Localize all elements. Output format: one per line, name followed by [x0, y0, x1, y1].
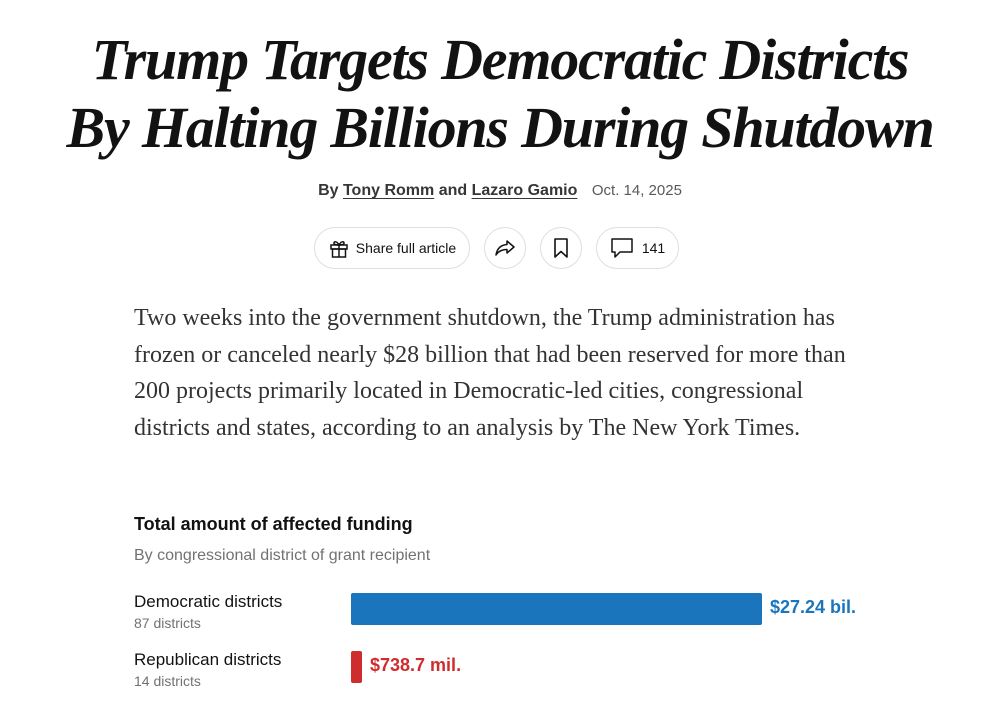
byline-and: and [438, 182, 468, 199]
category-label-democratic: Democratic districts [134, 592, 283, 611]
bar-republican [351, 651, 362, 683]
article-summary: Two weeks into the government shutdown, … [134, 305, 846, 441]
bookmark-icon [554, 238, 568, 258]
headline-line-2: By Halting Billions During Shutdown [66, 95, 934, 160]
bar-democratic [351, 593, 762, 625]
comments-button[interactable]: 141 [596, 227, 679, 269]
chart-title: Total amount of affected funding [134, 514, 413, 534]
byline-by: By [318, 182, 339, 199]
value-label-republican: $738.7 mil. [370, 655, 462, 675]
byline: By Tony Romm and Lazaro Gamio Oct. 14, 2… [0, 180, 1000, 202]
article-actions: Share full article 141 [0, 227, 1000, 269]
headline: Trump Targets Democratic Districts By Ha… [0, 26, 1000, 162]
author-link-2[interactable]: Lazaro Gamio [471, 182, 578, 199]
share-full-article-label: Share full article [355, 240, 457, 256]
headline-line-1: Trump Targets Democratic Districts [91, 27, 910, 92]
comment-icon [611, 238, 633, 258]
comment-count: 141 [641, 240, 666, 256]
publish-date: Oct. 14, 2025 [591, 182, 682, 199]
share-button[interactable] [484, 227, 526, 269]
category-sublabel-republican: 14 districts [134, 673, 201, 689]
author-link-1[interactable]: Tony Romm [342, 182, 435, 199]
chart-subtitle: By congressional district of grant recip… [134, 547, 431, 564]
share-arrow-icon [495, 240, 515, 256]
value-label-democratic: $27.24 bil. [770, 597, 857, 617]
gift-icon [330, 241, 348, 258]
share-full-article-button[interactable]: Share full article [314, 227, 470, 269]
category-sublabel-democratic: 87 districts [134, 615, 201, 631]
save-button[interactable] [540, 227, 582, 269]
category-label-republican: Republican districts [134, 650, 282, 669]
